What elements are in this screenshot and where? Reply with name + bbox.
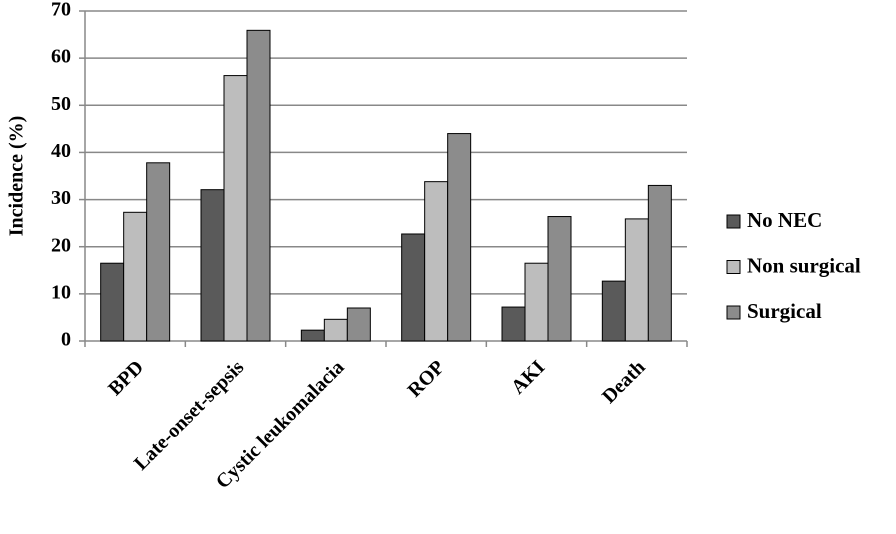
- bar: [300, 329, 325, 342]
- bar: [547, 216, 572, 342]
- bar: [401, 233, 426, 342]
- bar: [524, 262, 549, 342]
- bar: [447, 133, 472, 342]
- legend-swatch: [726, 214, 741, 229]
- bar: [424, 181, 449, 342]
- bar: [223, 75, 248, 342]
- bar: [100, 262, 125, 342]
- bar: [246, 29, 271, 342]
- y-tick-label: 20: [51, 234, 71, 256]
- legend-swatch: [726, 260, 741, 274]
- legend-label: Surgical: [747, 299, 822, 323]
- bar: [647, 184, 672, 342]
- y-axis-label: Incidence (%): [6, 116, 28, 237]
- bar: [146, 162, 171, 342]
- y-tick-label: 40: [51, 140, 71, 162]
- y-tick-label: 70: [51, 0, 71, 21]
- bar: [200, 189, 225, 342]
- legend-swatch: [726, 305, 741, 320]
- x-tick-label: Death: [598, 356, 650, 408]
- y-tick-label: 10: [51, 281, 71, 303]
- x-tick-label: BPD: [104, 356, 148, 400]
- bar: [323, 318, 348, 342]
- y-tick-label: 50: [51, 93, 71, 115]
- bar: [123, 211, 148, 342]
- y-tick-label: 0: [61, 329, 71, 351]
- x-tick-label: AKI: [507, 356, 549, 398]
- bar: [601, 280, 626, 342]
- x-tick-label: Late-onset-sepsis: [130, 356, 249, 475]
- legend-label: Non surgical: [747, 253, 861, 277]
- x-tick-label: ROP: [404, 356, 449, 401]
- bar: [501, 306, 526, 342]
- y-tick-label: 30: [51, 187, 71, 209]
- bar: [346, 307, 371, 342]
- bar: [624, 218, 649, 342]
- legend-label: No NEC: [747, 208, 822, 232]
- y-tick-label: 60: [51, 46, 71, 68]
